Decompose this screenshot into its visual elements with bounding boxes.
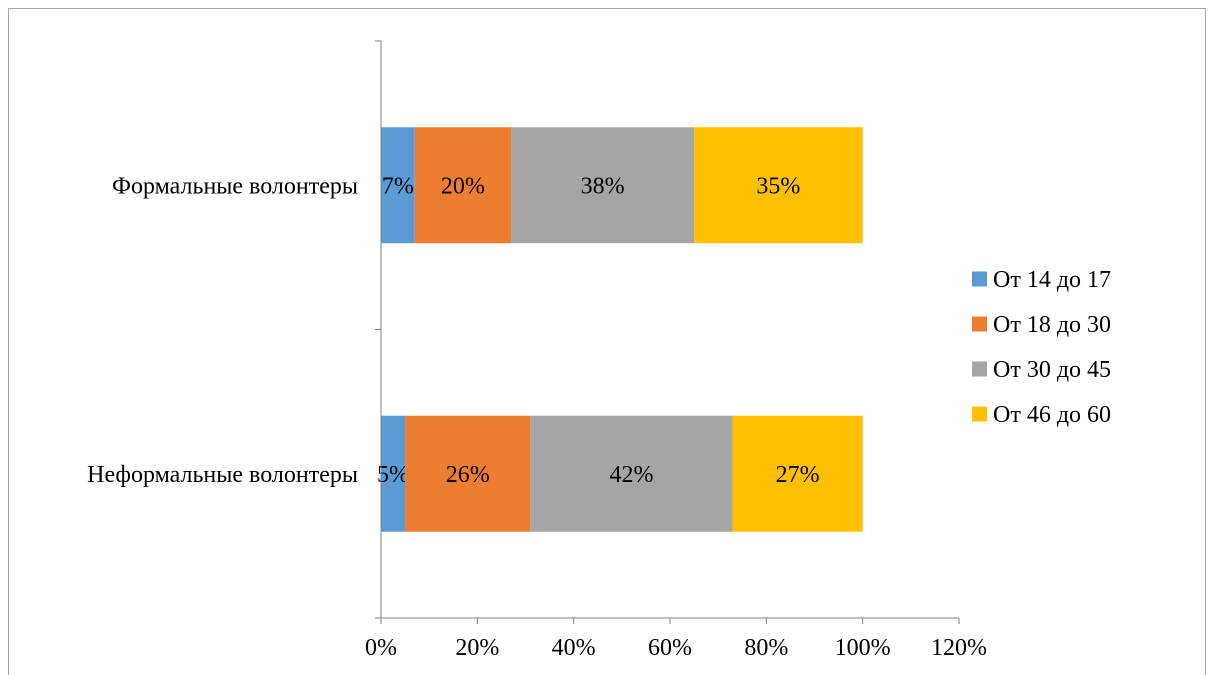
category-label: Формальные волонтеры <box>112 173 358 199</box>
legend-label: От 30 до 45 <box>993 357 1111 383</box>
value-axis-tick-label: 60% <box>648 635 692 661</box>
bar-segment <box>732 415 863 532</box>
data-label: 35% <box>756 173 800 199</box>
data-label: 38% <box>581 173 625 199</box>
bar-segment <box>381 415 406 532</box>
value-axis-tick-label: 40% <box>552 635 596 661</box>
bar-segment <box>414 127 512 244</box>
bar-segment <box>511 127 695 244</box>
legend-label: От 46 до 60 <box>993 402 1111 428</box>
bar-segment <box>381 127 415 244</box>
bar-segment <box>530 415 733 532</box>
bar-segment <box>694 127 863 244</box>
data-label: 27% <box>776 462 820 488</box>
data-label: 7% <box>382 173 414 199</box>
legend-swatch <box>972 406 987 422</box>
data-label: 5% <box>377 462 409 488</box>
value-axis-tick-label: 80% <box>744 635 788 661</box>
legend-swatch <box>972 361 987 377</box>
value-axis-tick-label: 20% <box>455 635 499 661</box>
value-axis-tick-label: 100% <box>835 635 891 661</box>
bar-segment <box>405 415 531 532</box>
legend-swatch <box>972 316 987 332</box>
data-label: 20% <box>441 173 485 199</box>
value-axis-tick-label: 120% <box>931 635 987 661</box>
category-label: Неформальные волонтеры <box>87 462 358 488</box>
data-label: 42% <box>609 462 653 488</box>
legend-label: От 14 до 17 <box>993 267 1111 293</box>
data-label: 26% <box>446 462 490 488</box>
chart-frame <box>8 8 1206 675</box>
legend-label: От 18 до 30 <box>993 312 1111 338</box>
value-axis-tick-label: 0% <box>365 635 397 661</box>
legend-swatch <box>972 271 987 287</box>
